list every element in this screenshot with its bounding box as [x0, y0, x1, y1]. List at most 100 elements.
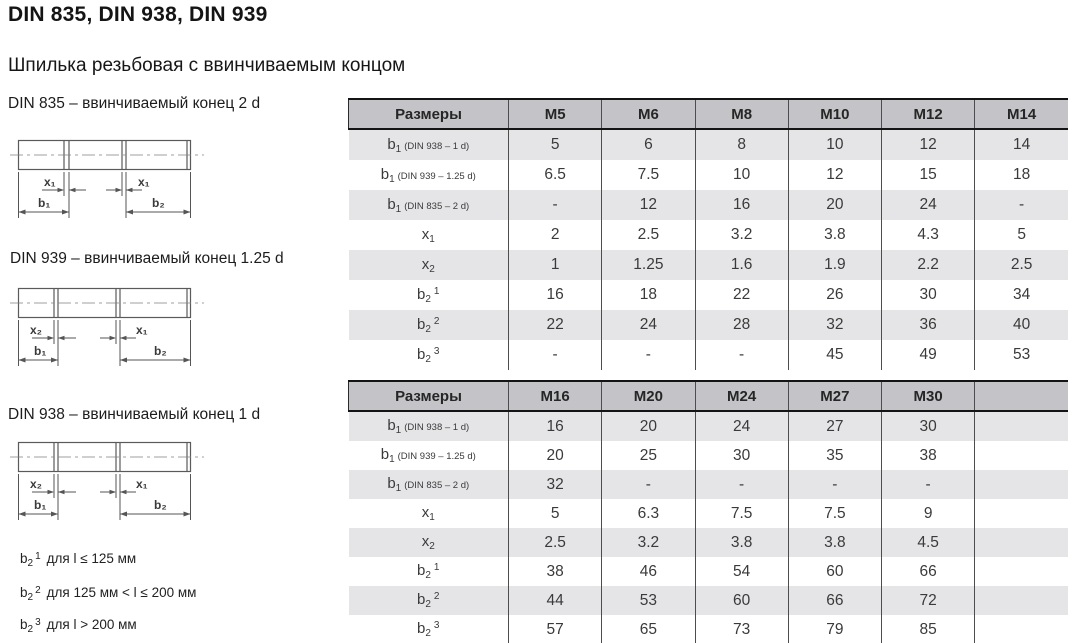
footnote-b2-2: b22 для 125 мм < l ≤ 200 мм — [20, 585, 197, 603]
row-label: b23 — [417, 345, 440, 365]
stud-diagram-din835: x₁ x₁ b₁ b₂ — [8, 128, 218, 224]
stud-drawing-din939-svg — [10, 287, 204, 366]
value-cell: 8 — [694, 129, 789, 160]
row-label: x2 — [421, 533, 435, 552]
column-header-m14: M14 — [974, 98, 1068, 130]
row-label: b1 (DIN 939 – 1.25 d) — [380, 165, 476, 185]
value-cell: 3.8 — [787, 528, 882, 557]
value-cell: 2.5 — [974, 250, 1068, 280]
value-cell: 60 — [694, 586, 789, 615]
value-cell: 16 — [507, 411, 602, 441]
row-label: b1 (DIN 835 – 2 d) — [387, 195, 470, 215]
stud-drawing-din835-svg — [10, 139, 204, 218]
table-row: x2 1 1.25 1.6 1.9 2.2 2.5 — [348, 250, 1068, 280]
value-cell: 1.25 — [601, 250, 695, 280]
table-row: b22 22 24 28 32 36 40 — [348, 310, 1068, 340]
value-cell — [974, 615, 1068, 643]
dim-label-x-right: x₁ — [136, 477, 148, 491]
value-cell: 1.9 — [787, 250, 882, 280]
value-cell: 73 — [694, 615, 789, 643]
value-cell: 6 — [601, 129, 695, 160]
value-cell — [974, 586, 1068, 615]
column-header-sizes: Размеры — [348, 98, 509, 130]
value-cell: - — [880, 470, 975, 499]
table-row: b1 (DIN 938 – 1 d) 5 6 8 10 12 14 — [348, 129, 1068, 160]
stud-diagram-din939: x₂ x₁ b₁ b₂ — [8, 276, 218, 372]
row-label: b22 — [417, 591, 440, 610]
value-cell: 5 — [507, 129, 602, 160]
table-row: b1 (DIN 939 – 1.25 d) 6.5 7.5 10 12 15 18 — [349, 160, 1068, 190]
column-header-m30: M30 — [880, 380, 975, 412]
value-cell: 18 — [601, 280, 695, 310]
value-cell: 7.5 — [601, 160, 695, 190]
value-cell: 5 — [974, 220, 1068, 250]
value-cell: 3.2 — [694, 220, 789, 250]
section-title-din835: DIN 835 – ввинчиваемый конец 2 d — [8, 95, 261, 112]
value-cell: 24 — [880, 190, 975, 220]
value-cell: - — [787, 470, 882, 499]
value-cell: 35 — [787, 441, 882, 470]
value-cell: 53 — [601, 586, 695, 615]
value-cell — [974, 411, 1068, 441]
value-cell: 4.5 — [880, 528, 975, 557]
section-title-din938: DIN 938 – ввинчиваемый конец 1 d — [8, 406, 261, 423]
footnote-b2-1: b21 для l ≤ 125 мм — [20, 551, 137, 569]
column-header-m24: M24 — [694, 380, 789, 412]
value-cell: 30 — [880, 411, 975, 441]
dim-label-b-left: b₁ — [38, 196, 51, 210]
table-row: b23 - - - 45 49 53 — [349, 340, 1068, 370]
column-header-m10: M10 — [787, 98, 882, 130]
value-cell: 16 — [507, 280, 602, 310]
value-cell: 4.3 — [880, 220, 975, 250]
value-cell: 12 — [601, 190, 695, 220]
value-cell: 6.5 — [507, 160, 602, 190]
value-cell — [974, 470, 1068, 499]
table-row: b23 57 65 73 79 85 — [349, 615, 1068, 643]
value-cell: 18 — [974, 160, 1068, 190]
value-cell: 12 — [787, 160, 882, 190]
value-cell — [974, 441, 1068, 470]
value-cell: 36 — [880, 310, 975, 340]
value-cell: 10 — [694, 160, 789, 190]
table-row: b1 (DIN 835 – 2 d) 32 - - - - — [348, 470, 1068, 499]
value-cell: 34 — [974, 280, 1068, 310]
value-cell: 28 — [694, 310, 789, 340]
value-cell: 12 — [880, 129, 975, 160]
value-cell: 22 — [507, 310, 602, 340]
value-cell: - — [601, 470, 695, 499]
value-cell: 5 — [507, 499, 602, 528]
value-cell: 27 — [787, 411, 882, 441]
row-label: b22 — [417, 315, 440, 335]
value-cell: 44 — [507, 586, 602, 615]
table-header-row: Размеры M16 M20 M24 M27 M30 — [348, 380, 1068, 412]
value-cell: 85 — [880, 615, 975, 643]
value-cell: 2.2 — [880, 250, 975, 280]
stud-diagram-din938: x₂ x₁ b₁ b₂ — [8, 430, 218, 526]
value-cell: 49 — [880, 340, 975, 370]
value-cell: 66 — [787, 586, 882, 615]
row-label: b1 (DIN 939 – 1.25 d) — [380, 446, 476, 465]
column-header-m20: M20 — [601, 380, 695, 412]
value-cell — [974, 528, 1068, 557]
value-cell: 20 — [787, 190, 882, 220]
page-title: DIN 835, DIN 938, DIN 939 — [8, 3, 268, 26]
value-cell: 15 — [880, 160, 975, 190]
row-label: x1 — [421, 225, 435, 245]
dim-label-x-right: x₁ — [136, 323, 148, 337]
value-cell: 53 — [974, 340, 1068, 370]
value-cell: - — [507, 340, 602, 370]
value-cell: 22 — [694, 280, 789, 310]
value-cell: 24 — [694, 411, 789, 441]
table-row: x1 5 6.3 7.5 7.5 9 — [349, 499, 1068, 528]
dim-label-b-right: b₂ — [154, 498, 167, 512]
dim-label-x-left: x₁ — [44, 175, 56, 189]
column-header-m16: M16 — [507, 380, 602, 412]
table-row: b22 44 53 60 66 72 — [348, 586, 1068, 615]
value-cell: 60 — [787, 557, 882, 586]
column-header-m27: M27 — [787, 380, 882, 412]
column-header-m12: M12 — [880, 98, 975, 130]
dim-label-b-left: b₁ — [34, 344, 47, 358]
value-cell: 7.5 — [787, 499, 882, 528]
value-cell: - — [974, 190, 1068, 220]
value-cell: 7.5 — [694, 499, 789, 528]
